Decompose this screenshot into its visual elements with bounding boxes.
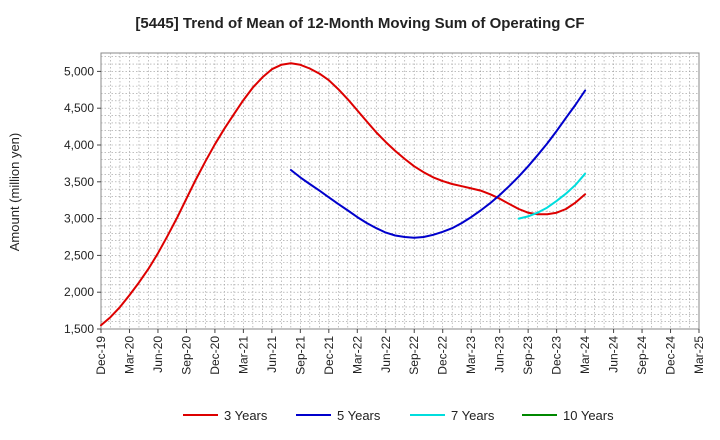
- series-line-7-years: [517, 172, 587, 220]
- legend-label-3-years: 3 Years: [224, 408, 268, 423]
- x-tick-label: Jun-24: [607, 336, 621, 373]
- plot-frame: [100, 52, 700, 330]
- x-tick-label: Mar-20: [122, 336, 136, 374]
- y-tick-label: 1,500: [64, 322, 94, 336]
- y-tick-label: 3,500: [64, 175, 94, 189]
- legend-label-5-years: 5 Years: [337, 408, 381, 423]
- y-tick-label: 4,000: [64, 138, 94, 152]
- x-tick-label: Sep-22: [407, 336, 421, 375]
- x-tick-label: Sep-20: [179, 336, 193, 375]
- legend-label-7-years: 7 Years: [451, 408, 495, 423]
- x-tick-label: Dec-19: [94, 336, 108, 375]
- x-tick-label: Jun-20: [151, 336, 165, 373]
- legend-label-10-years: 10 Years: [563, 408, 614, 423]
- x-tick-label: Mar-21: [236, 336, 250, 374]
- y-tick-label: 4,500: [64, 101, 94, 115]
- x-tick-label: Sep-21: [293, 336, 307, 375]
- legend: 3 Years 5 Years 7 Years 10 Years: [183, 408, 614, 423]
- x-tick-label: Sep-23: [521, 336, 535, 375]
- x-tick-label: Mar-24: [578, 336, 592, 374]
- x-tick-label: Jun-22: [379, 336, 393, 373]
- x-tick-label: Mar-23: [464, 336, 478, 374]
- x-tick-label: Dec-20: [208, 336, 222, 375]
- y-tick-label: 5,000: [64, 64, 94, 78]
- x-tick-label: Jun-23: [493, 336, 507, 373]
- x-tick-label: Dec-24: [664, 336, 678, 375]
- x-tick-label: Dec-21: [322, 336, 336, 375]
- y-tick-label: 2,500: [64, 248, 94, 262]
- x-tick-label: Jun-21: [265, 336, 279, 373]
- x-tick-label: Sep-24: [635, 336, 649, 375]
- y-tick-label: 3,000: [64, 212, 94, 226]
- chart-title: [5445] Trend of Mean of 12-Month Moving …: [135, 15, 584, 32]
- y-tick-label: 2,000: [64, 285, 94, 299]
- x-tick-label: Mar-22: [350, 336, 364, 374]
- x-tick-label: Dec-22: [436, 336, 450, 375]
- series-line-5-years: [289, 89, 587, 239]
- plot-area: 1,500 2,000 2,500 3,000 3,500 4,000 4,500 5,000…: [64, 52, 706, 375]
- x-tick-label: Mar-25: [692, 336, 706, 374]
- y-axis-label: Amount (million yen): [7, 133, 22, 252]
- series-line-3-years: [100, 62, 587, 327]
- x-tick-label: Dec-23: [550, 336, 564, 375]
